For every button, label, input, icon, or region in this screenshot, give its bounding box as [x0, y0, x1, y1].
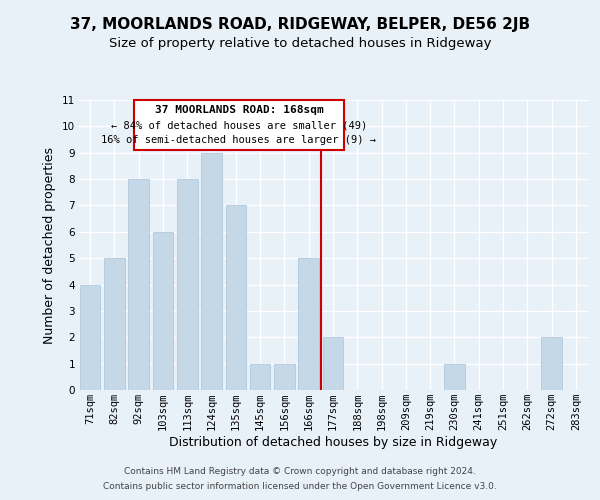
Bar	[201, 152, 222, 390]
FancyBboxPatch shape	[134, 100, 344, 150]
Bar	[104, 258, 125, 390]
X-axis label: Distribution of detached houses by size in Ridgeway: Distribution of detached houses by size …	[169, 436, 497, 449]
Text: ← 84% of detached houses are smaller (49): ← 84% of detached houses are smaller (49…	[111, 120, 367, 130]
Text: 16% of semi-detached houses are larger (9) →: 16% of semi-detached houses are larger (…	[101, 135, 376, 145]
Bar	[152, 232, 173, 390]
Text: Contains public sector information licensed under the Open Government Licence v3: Contains public sector information licen…	[103, 482, 497, 491]
Bar	[274, 364, 295, 390]
Y-axis label: Number of detached properties: Number of detached properties	[43, 146, 56, 344]
Text: 37 MOORLANDS ROAD: 168sqm: 37 MOORLANDS ROAD: 168sqm	[155, 105, 323, 115]
Text: 37, MOORLANDS ROAD, RIDGEWAY, BELPER, DE56 2JB: 37, MOORLANDS ROAD, RIDGEWAY, BELPER, DE…	[70, 18, 530, 32]
Bar	[541, 338, 562, 390]
Text: Size of property relative to detached houses in Ridgeway: Size of property relative to detached ho…	[109, 38, 491, 51]
Bar	[250, 364, 271, 390]
Bar	[226, 206, 246, 390]
Bar	[298, 258, 319, 390]
Text: Contains HM Land Registry data © Crown copyright and database right 2024.: Contains HM Land Registry data © Crown c…	[124, 467, 476, 476]
Bar	[80, 284, 100, 390]
Bar	[128, 179, 149, 390]
Bar	[444, 364, 465, 390]
Bar	[177, 179, 197, 390]
Bar	[323, 338, 343, 390]
